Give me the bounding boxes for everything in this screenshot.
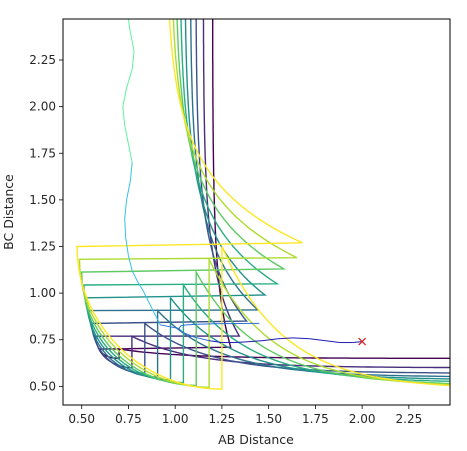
x-tick-label: 2.25: [396, 412, 423, 426]
trajectory-segment: [234, 341, 250, 344]
trajectory-segment: [292, 337, 310, 340]
trajectory-segment: [137, 281, 144, 292]
contour-line: [88, 19, 450, 378]
trajectory-segment: [193, 336, 209, 342]
trajectory-segment: [127, 255, 133, 271]
trajectory-segment: [131, 50, 135, 70]
x-axis-label: AB Distance: [218, 432, 294, 447]
trajectory-segment: [277, 337, 293, 340]
trajectory-segment: [122, 106, 126, 126]
y-axis-ticks: 0.50 0.75 1.00 1.25 1.50 1.75 2.00 2.25: [29, 53, 63, 393]
y-tick-label: 0.75: [29, 333, 56, 347]
y-tick-label: 1.75: [29, 146, 56, 160]
trajectory-segment: [182, 331, 195, 338]
plot-frame: [62, 18, 451, 406]
contour-line: [78, 19, 450, 389]
trajectory-segment: [150, 305, 157, 318]
trajectory-segment: [124, 199, 128, 219]
y-tick-label: 1.00: [29, 286, 56, 300]
trajectory-segment: [124, 125, 129, 145]
trajectory-segment: [186, 323, 198, 326]
trajectory-segment: [180, 324, 187, 327]
trajectory-segment: [127, 19, 131, 33]
trajectory-segment: [197, 323, 213, 325]
contour-line: [91, 19, 450, 375]
trajectory-segment: [129, 31, 135, 51]
trajectory-segment: [127, 143, 133, 163]
x-axis-ticks: 0.50 0.75 1.00 1.25 1.50 1.75 2.00 2.25: [68, 405, 422, 426]
contour-line: [94, 19, 450, 369]
trajectory-segment: [124, 218, 127, 238]
trajectory-segment: [352, 341, 363, 344]
x-tick-label: 1.75: [302, 412, 329, 426]
x-tick-label: 2.00: [349, 412, 376, 426]
x-tick-label: 0.50: [68, 412, 95, 426]
trajectory-segment: [122, 87, 128, 107]
trajectory-segment: [131, 270, 139, 283]
trajectory-segment: [126, 69, 133, 89]
trajectory-segment: [160, 324, 170, 328]
trajectory-segment: [125, 237, 129, 256]
y-tick-label: 0.50: [29, 379, 56, 393]
contour-line: [85, 19, 450, 381]
trajectory-segment: [169, 326, 180, 330]
trajectory-segment: [126, 181, 131, 200]
trajectory-segment: [309, 338, 325, 342]
trajectory-segment: [142, 291, 152, 307]
trajectory-segment: [156, 317, 161, 326]
trajectory-segment: [178, 325, 182, 329]
y-tick-label: 1.50: [29, 193, 56, 207]
x-tick-label: 1.00: [162, 412, 189, 426]
contour-line: [99, 19, 450, 360]
trajectory-segment: [249, 340, 264, 343]
x-tick-label: 0.75: [115, 412, 142, 426]
trajectory-segment: [129, 162, 133, 182]
trajectory-segment: [324, 340, 340, 344]
y-tick-label: 2.25: [29, 53, 56, 67]
trajectory-layer: [122, 19, 367, 346]
y-axis-label: BC Distance: [1, 174, 16, 250]
y-tick-label: 1.25: [29, 239, 56, 253]
contour-line: [76, 19, 450, 390]
x-tick-label: 1.25: [209, 412, 236, 426]
trajectory-start-marker: [358, 337, 367, 346]
trajectory-segment: [208, 340, 222, 344]
contour-lines: [76, 19, 450, 390]
trajectory-segment: [262, 338, 279, 342]
x-tick-label: 1.50: [255, 412, 282, 426]
contour-line: [83, 19, 450, 384]
y-tick-label: 2.00: [29, 100, 56, 114]
trajectory-segment: [178, 328, 184, 333]
